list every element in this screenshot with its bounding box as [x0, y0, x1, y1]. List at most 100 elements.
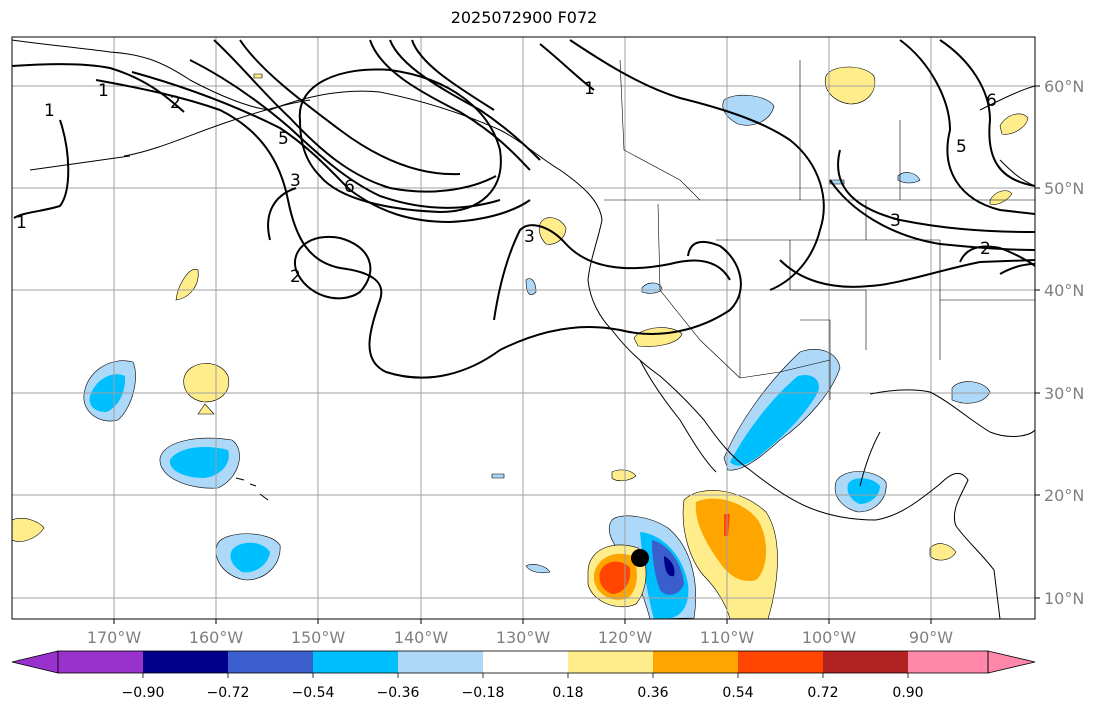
lat-label: 50°N	[1044, 179, 1084, 198]
lat-label: 30°N	[1044, 384, 1084, 403]
lat-label: 20°N	[1044, 486, 1084, 505]
negative-anomaly-blob	[169, 447, 229, 478]
colorbar-tick-label: 0.72	[807, 685, 838, 701]
negative-anomaly-blob	[897, 172, 921, 184]
contour-label: 2	[290, 267, 301, 287]
lon-label: 100°W	[802, 628, 857, 647]
colorbar-segment	[143, 651, 228, 673]
contour-2	[95, 79, 742, 379]
contour-nw-us	[569, 39, 825, 291]
contour-ridge-d	[411, 39, 495, 111]
contour-east-5	[899, 39, 1035, 215]
contour-label-group: 1 1 2 5 3 6 1 2 3 1 6 5 3 2	[16, 79, 997, 287]
contour-loop-gulf-alaska	[298, 68, 502, 214]
lat-label: 60°N	[1044, 77, 1084, 96]
political-borders	[604, 59, 1035, 400]
lon-label: 130°W	[496, 628, 551, 647]
contour-1-west-b	[13, 119, 70, 219]
contour-label: 2	[170, 93, 181, 113]
negative-anomaly-dipole	[664, 556, 675, 577]
lon-label: 140°W	[394, 628, 449, 647]
contour-label: 1	[44, 101, 55, 121]
positive-anomaly-blob	[12, 517, 45, 542]
lon-label: 120°W	[598, 628, 653, 647]
colorbar-extend-low	[11, 650, 59, 674]
colorbar-tick-label: −0.18	[462, 685, 505, 701]
lon-label: 150°W	[291, 628, 346, 647]
positive-anomaly-blob	[197, 403, 215, 415]
colorbar-segment	[398, 651, 483, 673]
lat-label: 40°N	[1044, 281, 1084, 300]
negative-anomaly-blob	[525, 564, 551, 574]
positive-anomaly-blob	[611, 469, 637, 482]
contour-east-2	[829, 179, 1035, 251]
colorbar-segment	[568, 651, 653, 673]
contour-east-inner	[959, 245, 1035, 267]
contour-label: 1	[98, 81, 109, 101]
contour-3-west-coast	[493, 224, 731, 321]
contour-label: 5	[278, 129, 289, 149]
lat-label: 10°N	[1044, 589, 1084, 608]
lon-label: 90°W	[909, 628, 953, 647]
contour-label: 3	[290, 171, 301, 191]
negative-anomaly-blob	[491, 473, 505, 479]
storm-center-dot	[631, 549, 649, 567]
map-title: 2025072900 F072	[450, 8, 598, 27]
positive-anomaly-blob	[253, 73, 263, 79]
lon-label: 110°W	[700, 628, 755, 647]
negative-anomaly-blob	[951, 381, 991, 404]
contour-label: 6	[986, 91, 997, 111]
colorbar-tick-label: 0.36	[637, 685, 668, 701]
contour-ridge-c	[389, 39, 541, 161]
colorbar-segment	[823, 651, 908, 673]
contour-lines	[12, 39, 1035, 379]
negative-anomaly-band	[730, 374, 819, 466]
contour-label: 1	[584, 79, 595, 99]
lon-label: 160°W	[189, 628, 244, 647]
positive-anomaly-dipole	[599, 561, 631, 594]
contour-ridge-b	[369, 39, 531, 171]
positive-anomaly-blob	[929, 543, 957, 561]
colorbar-tick-label: −0.90	[122, 685, 165, 701]
contour-east-trough	[779, 259, 1035, 288]
colorbar-segment	[653, 651, 738, 673]
negative-anomaly-blob	[722, 94, 775, 126]
contour-east-inner-b	[999, 263, 1035, 275]
positive-anomaly-blob	[989, 190, 1013, 205]
longitude-labels: 170°W 160°W 150°W 140°W 130°W 120°W 110°…	[87, 619, 953, 647]
colorbar-tick-label: −0.54	[292, 685, 335, 701]
colorbar-segment	[738, 651, 823, 673]
colorbar-segment	[228, 651, 313, 673]
contour-east-6	[939, 39, 1035, 187]
colorbar: −0.90 −0.72 −0.54 −0.36 −0.18 0.18 0.36 …	[11, 650, 1036, 701]
colorbar-tick-label: 0.54	[722, 685, 753, 701]
contour-east-3	[837, 149, 1035, 233]
graticule	[12, 37, 1035, 619]
contour-ridge-a	[239, 39, 461, 176]
contour-label: 1	[16, 213, 27, 233]
positive-anomaly-band	[695, 498, 767, 582]
contour-label: 2	[980, 239, 991, 259]
contour-3-b	[267, 187, 297, 241]
contour-label: 6	[344, 177, 355, 197]
negative-anomaly-blob	[847, 478, 880, 504]
colorbar-segment	[908, 651, 988, 673]
contour-3	[131, 71, 531, 224]
colorbar-tick-label: −0.36	[377, 685, 420, 701]
negative-anomaly-blob	[230, 542, 270, 573]
contour-1-west	[12, 63, 185, 113]
contour-label: 3	[524, 227, 535, 247]
shaded-anomaly-fields	[12, 66, 1029, 619]
contour-5	[189, 59, 501, 209]
positive-anomaly-blob	[183, 363, 230, 403]
colorbar-tick-label: 0.18	[552, 685, 583, 701]
contour-2-loop	[293, 235, 372, 300]
positive-anomaly-blob	[175, 268, 199, 301]
colorbar-segment	[58, 651, 143, 673]
positive-anomaly-blob	[999, 113, 1029, 135]
latitude-labels: 60°N 50°N 40°N 30°N 20°N 10°N	[1035, 77, 1084, 608]
contour-6	[213, 39, 497, 193]
colorbar-extend-high	[987, 650, 1036, 674]
contour-label: 3	[890, 211, 901, 231]
